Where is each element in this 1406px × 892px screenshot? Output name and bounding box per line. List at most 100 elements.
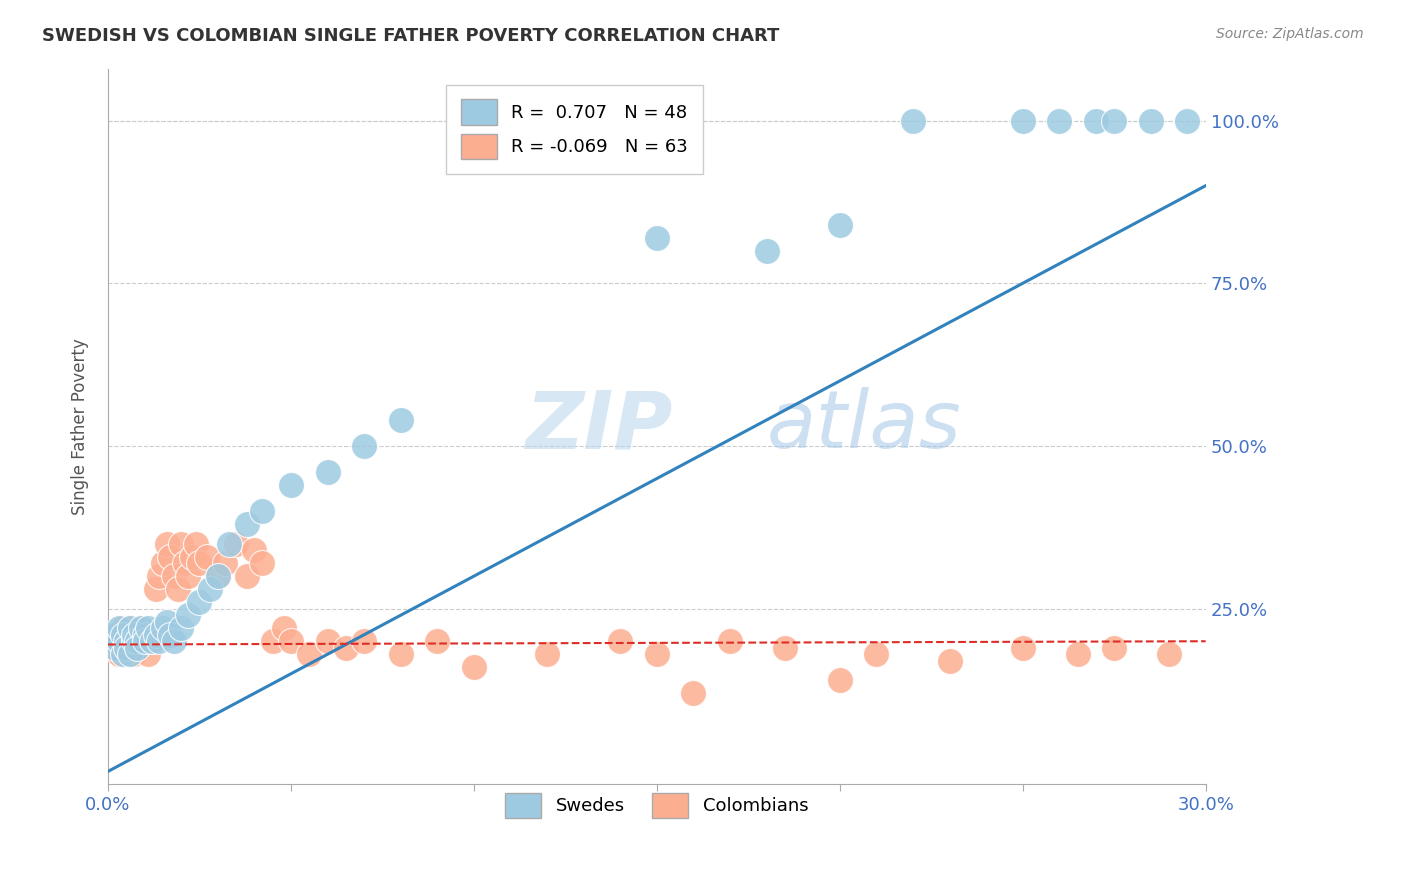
Point bbox=[118, 647, 141, 661]
Point bbox=[236, 569, 259, 583]
Point bbox=[316, 465, 339, 479]
Point bbox=[195, 549, 218, 564]
Point bbox=[170, 621, 193, 635]
Point bbox=[155, 615, 177, 629]
Point bbox=[184, 536, 207, 550]
Point bbox=[389, 647, 412, 661]
Point bbox=[111, 634, 134, 648]
Point bbox=[773, 640, 796, 655]
Point bbox=[100, 634, 122, 648]
Point bbox=[115, 640, 138, 655]
Point bbox=[127, 628, 149, 642]
Point bbox=[148, 634, 170, 648]
Point bbox=[463, 660, 485, 674]
Point bbox=[1102, 640, 1125, 655]
Point bbox=[163, 569, 186, 583]
Point bbox=[104, 628, 127, 642]
Point bbox=[118, 621, 141, 635]
Point bbox=[127, 634, 149, 648]
Point bbox=[134, 634, 156, 648]
Point bbox=[104, 640, 127, 655]
Point bbox=[1175, 113, 1198, 128]
Point bbox=[1084, 113, 1107, 128]
Point bbox=[152, 621, 174, 635]
Point bbox=[136, 647, 159, 661]
Point bbox=[718, 634, 741, 648]
Point bbox=[536, 647, 558, 661]
Point bbox=[134, 628, 156, 642]
Point bbox=[181, 549, 204, 564]
Point bbox=[828, 218, 851, 232]
Point bbox=[426, 634, 449, 648]
Point bbox=[141, 634, 163, 648]
Point bbox=[127, 640, 149, 655]
Point bbox=[111, 621, 134, 635]
Point bbox=[122, 634, 145, 648]
Point bbox=[108, 634, 131, 648]
Point bbox=[115, 634, 138, 648]
Point bbox=[1102, 113, 1125, 128]
Point bbox=[188, 595, 211, 609]
Point bbox=[170, 536, 193, 550]
Y-axis label: Single Father Poverty: Single Father Poverty bbox=[72, 338, 89, 515]
Point bbox=[145, 582, 167, 597]
Point bbox=[177, 608, 200, 623]
Point bbox=[108, 621, 131, 635]
Point bbox=[129, 621, 152, 635]
Point bbox=[1011, 640, 1033, 655]
Point bbox=[298, 647, 321, 661]
Point bbox=[122, 628, 145, 642]
Point bbox=[108, 647, 131, 661]
Point bbox=[145, 628, 167, 642]
Point bbox=[1011, 113, 1033, 128]
Point bbox=[118, 621, 141, 635]
Point bbox=[173, 556, 195, 570]
Point bbox=[134, 634, 156, 648]
Point bbox=[141, 634, 163, 648]
Point bbox=[118, 634, 141, 648]
Point bbox=[280, 634, 302, 648]
Point bbox=[207, 569, 229, 583]
Point bbox=[207, 569, 229, 583]
Point bbox=[335, 640, 357, 655]
Point bbox=[152, 556, 174, 570]
Point bbox=[353, 439, 375, 453]
Point bbox=[865, 647, 887, 661]
Point bbox=[250, 556, 273, 570]
Point bbox=[155, 536, 177, 550]
Point bbox=[159, 549, 181, 564]
Point bbox=[682, 686, 704, 700]
Point bbox=[243, 543, 266, 558]
Point bbox=[104, 640, 127, 655]
Point bbox=[645, 231, 668, 245]
Point bbox=[188, 556, 211, 570]
Text: ZIP: ZIP bbox=[524, 387, 672, 466]
Point bbox=[389, 413, 412, 427]
Point bbox=[100, 634, 122, 648]
Point bbox=[1047, 113, 1070, 128]
Point bbox=[136, 621, 159, 635]
Point bbox=[108, 634, 131, 648]
Point bbox=[901, 113, 924, 128]
Point bbox=[115, 640, 138, 655]
Point bbox=[316, 634, 339, 648]
Text: atlas: atlas bbox=[766, 387, 962, 466]
Point bbox=[1066, 647, 1088, 661]
Point bbox=[755, 244, 778, 258]
Point bbox=[1139, 113, 1161, 128]
Point bbox=[609, 634, 631, 648]
Text: SWEDISH VS COLOMBIAN SINGLE FATHER POVERTY CORRELATION CHART: SWEDISH VS COLOMBIAN SINGLE FATHER POVER… bbox=[42, 27, 779, 45]
Point bbox=[115, 628, 138, 642]
Point bbox=[134, 628, 156, 642]
Point bbox=[166, 582, 188, 597]
Point bbox=[111, 628, 134, 642]
Point bbox=[236, 517, 259, 532]
Text: Source: ZipAtlas.com: Source: ZipAtlas.com bbox=[1216, 27, 1364, 41]
Point bbox=[225, 536, 247, 550]
Point bbox=[177, 569, 200, 583]
Point bbox=[122, 634, 145, 648]
Legend: Swedes, Colombians: Swedes, Colombians bbox=[498, 786, 815, 825]
Point bbox=[273, 621, 295, 635]
Point bbox=[1157, 647, 1180, 661]
Point bbox=[163, 634, 186, 648]
